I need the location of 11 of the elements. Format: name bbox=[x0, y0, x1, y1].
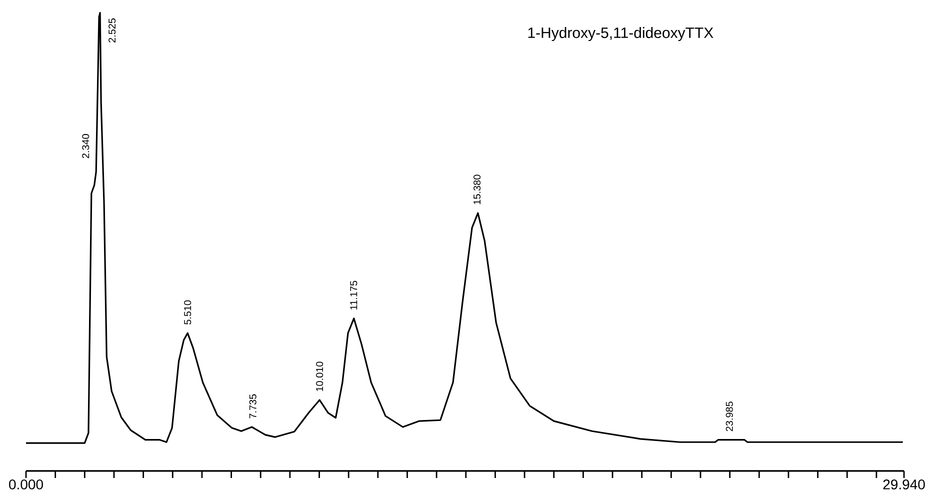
annotation: 7.735 bbox=[249, 394, 256, 418]
annotation: 23.985 bbox=[726, 402, 733, 432]
x-tick-label: 0.000 bbox=[9, 480, 43, 490]
annotation: 2.340 bbox=[82, 134, 90, 158]
annotation: 5.510 bbox=[184, 300, 192, 324]
annotation: 15.380 bbox=[474, 174, 481, 204]
x-tick-label: 29.940 bbox=[883, 480, 925, 490]
annotation: 2.525 bbox=[108, 18, 116, 42]
annotation: 10.010 bbox=[316, 362, 324, 392]
annotation: 11.175 bbox=[350, 280, 358, 310]
text: 1-Hydroxy-5,11-dideoxyTTX bbox=[528, 27, 714, 42]
